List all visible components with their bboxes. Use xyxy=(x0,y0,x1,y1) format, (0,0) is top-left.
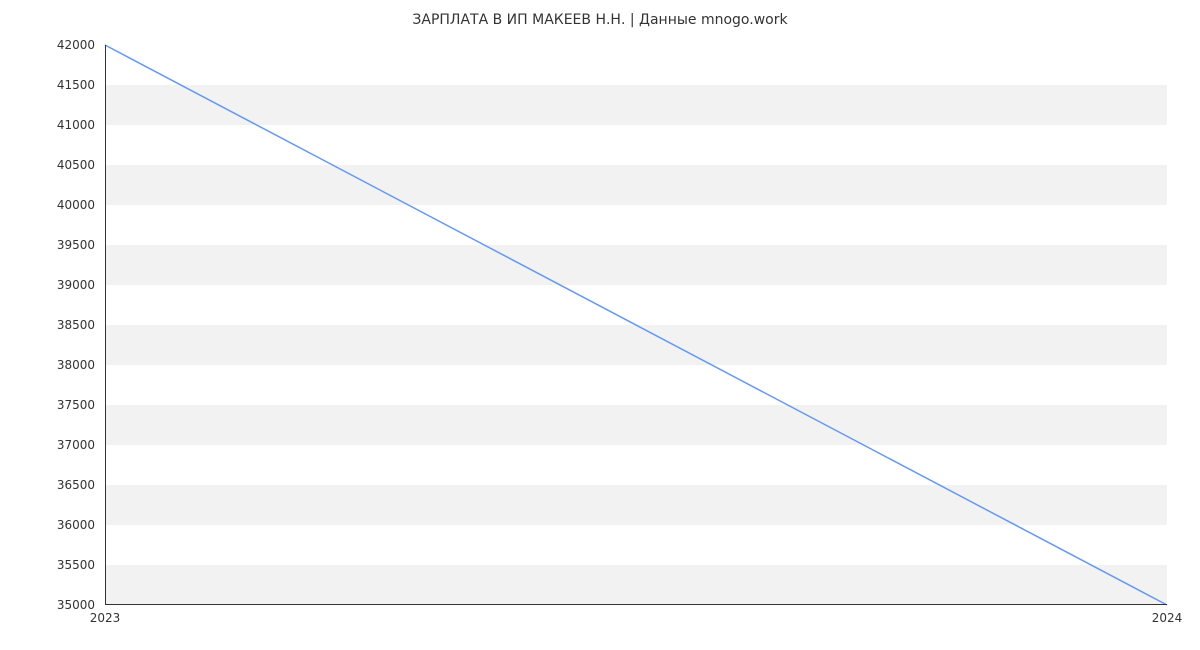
x-tick-label: 2023 xyxy=(90,611,121,625)
y-tick-label: 35500 xyxy=(0,558,95,572)
y-tick-label: 40500 xyxy=(0,158,95,172)
y-tick-label: 39000 xyxy=(0,278,95,292)
series-line xyxy=(105,45,1167,605)
y-tick-label: 37500 xyxy=(0,398,95,412)
y-tick-label: 38500 xyxy=(0,318,95,332)
y-tick-label: 37000 xyxy=(0,438,95,452)
y-tick-label: 36000 xyxy=(0,518,95,532)
chart-title: ЗАРПЛАТА В ИП МАКЕЕВ Н.Н. | Данные mnogo… xyxy=(0,12,1200,28)
y-tick-label: 41500 xyxy=(0,78,95,92)
y-tick-label: 36500 xyxy=(0,478,95,492)
y-tick-label: 42000 xyxy=(0,38,95,52)
x-tick-label: 2024 xyxy=(1152,611,1183,625)
y-axis-line xyxy=(105,45,106,605)
y-tick-label: 39500 xyxy=(0,238,95,252)
plot-area xyxy=(105,45,1167,605)
line-layer xyxy=(105,45,1167,605)
y-tick-label: 40000 xyxy=(0,198,95,212)
y-tick-label: 38000 xyxy=(0,358,95,372)
x-axis-line xyxy=(105,604,1167,605)
y-tick-label: 35000 xyxy=(0,598,95,612)
y-tick-label: 41000 xyxy=(0,118,95,132)
salary-chart: ЗАРПЛАТА В ИП МАКЕЕВ Н.Н. | Данные mnogo… xyxy=(0,0,1200,650)
